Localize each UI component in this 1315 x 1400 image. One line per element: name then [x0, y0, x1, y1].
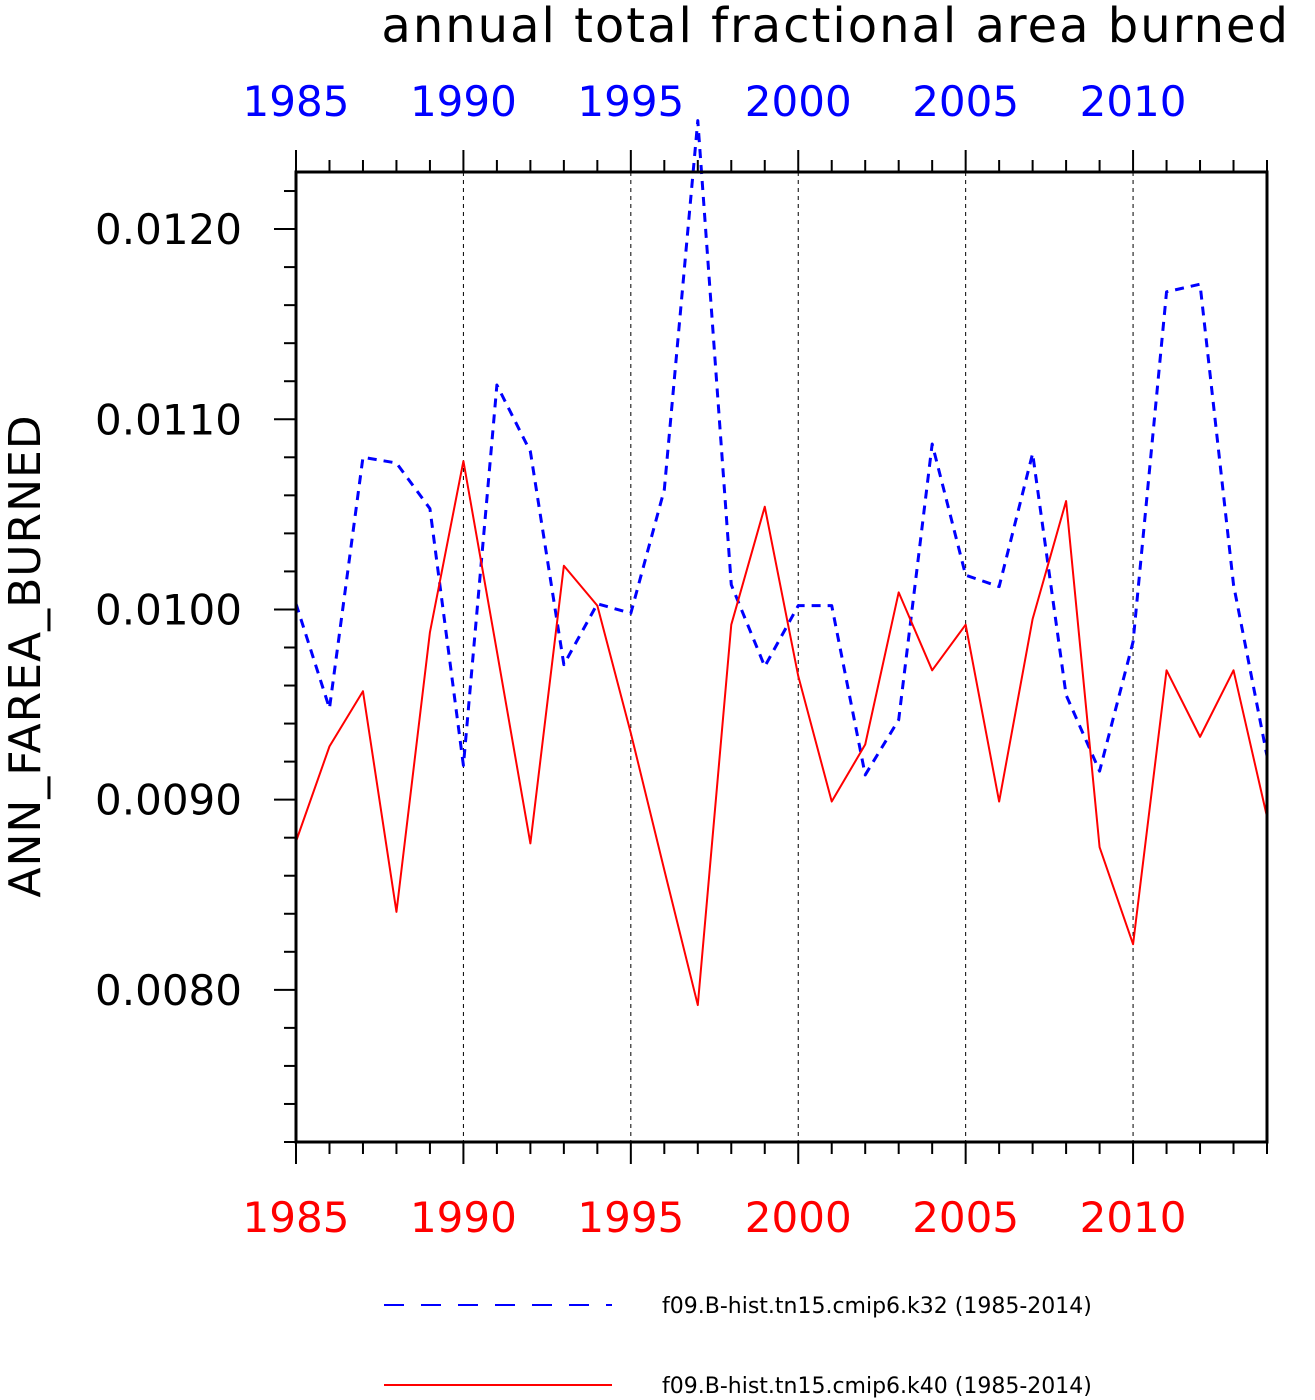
- y-tick-label: 0.0090: [95, 776, 242, 825]
- top-x-tick-labels: 1985 1990 1995 2000 2005 2010: [243, 77, 1187, 126]
- x-tick-label-top: 1990: [410, 77, 517, 126]
- x-tick-label-top: 2000: [745, 77, 852, 126]
- y-axis-label: ANN_FAREA_BURNED: [0, 414, 51, 897]
- x-tick-label-bottom: 2010: [1080, 1193, 1187, 1242]
- legend: f09.B-hist.tn15.cmip6.k32 (1985-2014) f09…: [384, 1294, 1092, 1399]
- y-tick-labels: 0.0080 0.0090 0.0100 0.0110 0.0120: [95, 205, 242, 1015]
- chart-title: annual total fractional area burned: [381, 0, 1290, 54]
- y-tick-label: 0.0110: [95, 395, 242, 444]
- x-tick-label-bottom: 2000: [745, 1193, 852, 1242]
- legend-label-1: f09.B-hist.tn15.cmip6.k32 (1985-2014): [662, 1294, 1092, 1319]
- x-tick-label-bottom: 1985: [243, 1193, 350, 1242]
- x-tick-label-top: 1995: [577, 77, 684, 126]
- x-tick-label-top: 2005: [912, 77, 1019, 126]
- series-line-1: [294, 119, 1269, 777]
- x-tick-label-top: 2010: [1080, 77, 1187, 126]
- x-tick-label-bottom: 2005: [912, 1193, 1019, 1242]
- y-tick-label: 0.0100: [95, 585, 242, 634]
- x-tick-label-bottom: 1995: [577, 1193, 684, 1242]
- x-tick-label-top: 1985: [243, 77, 350, 126]
- x-tick-label-bottom: 1990: [410, 1193, 517, 1242]
- series-lines: [294, 119, 1269, 1007]
- bottom-x-tick-labels: 1985 1990 1995 2000 2005 2010: [243, 1193, 1187, 1242]
- gridlines: [462, 172, 1134, 1142]
- plot-frame: [294, 170, 1269, 1144]
- series-line-2: [295, 460, 1268, 1007]
- axis-ticks: [274, 150, 1268, 1164]
- y-tick-label: 0.0080: [95, 966, 242, 1015]
- legend-label-2: f09.B-hist.tn15.cmip6.k40 (1985-2014): [662, 1374, 1092, 1399]
- y-tick-label: 0.0120: [95, 205, 242, 254]
